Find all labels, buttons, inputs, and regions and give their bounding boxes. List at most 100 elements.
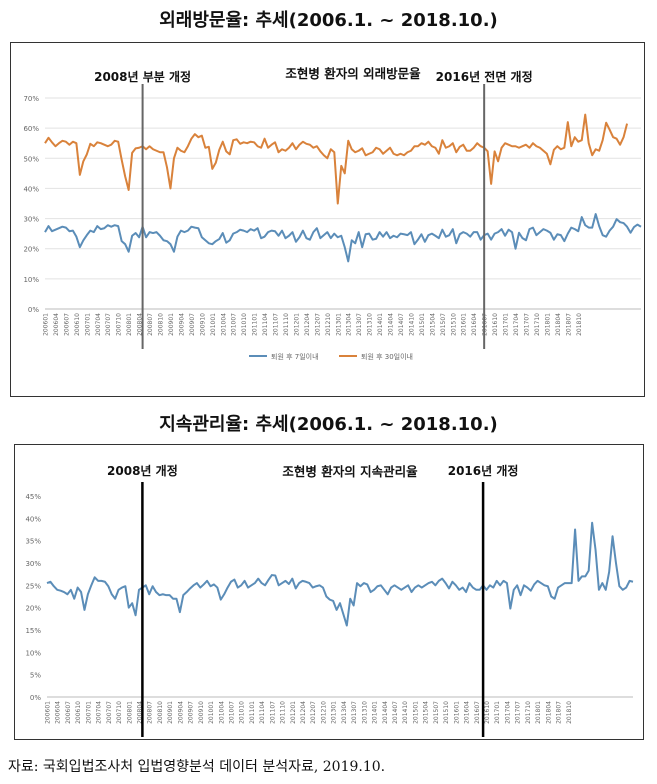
chart1-x-tick-label: 201207 <box>314 313 321 336</box>
chart2-x-tick-label: 201501 <box>412 701 419 724</box>
chart2-x-tick-label: 200604 <box>55 701 62 724</box>
chart1-x-tick-label: 201110 <box>283 313 290 336</box>
chart1-y-tick-label: 40% <box>23 185 39 193</box>
chart2-x-tick-label: 200710 <box>116 701 123 724</box>
chart1-x-tick-label: 201001 <box>210 313 217 336</box>
chart2-x-tick-label: 201701 <box>494 701 501 724</box>
chart2-y-tick-label: 5% <box>30 672 41 680</box>
chart2-heading: 지속관리율: 추세(2006.1. ~ 2018.10.) <box>159 414 498 435</box>
chart1-x-tick-label: 200701 <box>84 313 91 336</box>
chart2-x-tick-label: 201204 <box>300 701 307 724</box>
chart1-annotation-label-0: 2008년 부분 개정 <box>94 69 191 84</box>
chart1-x-tick-label: 201401 <box>377 313 384 336</box>
chart1-frame: 0% 10% 20% 30% 40% 50% 60% 70% 200601 200604 20060… <box>10 42 645 397</box>
chart2-x-tick-label: 201304 <box>341 701 348 724</box>
chart1-x-tick-label: 200604 <box>53 313 60 336</box>
chart2-x-tick-label: 201704 <box>504 701 511 724</box>
chart1-x-tick-label: 200610 <box>74 313 81 336</box>
chart2-annotation-label-0: 2008년 개정 <box>107 463 178 478</box>
chart2-x-tick-label: 201107 <box>269 701 276 724</box>
chart1-x-tick-label: 200910 <box>199 313 206 336</box>
chart1-x-tick-label: 201307 <box>356 313 363 336</box>
chart1-x-tick-label: 201310 <box>367 313 374 336</box>
chart2-y-tick-label: 35% <box>25 538 41 546</box>
chart2-y-tick-label: 0% <box>30 694 41 702</box>
chart1-x-tick-label: 201004 <box>220 313 227 336</box>
chart1-x-tick-label: 201204 <box>304 313 311 336</box>
chart1-y-tick-label: 20% <box>23 246 39 254</box>
chart2-x-tick-label: 201610 <box>484 701 491 724</box>
chart1-annotation-label-1: 2016년 전면 개정 <box>436 69 533 84</box>
chart1-x-tick-label: 201407 <box>398 313 405 336</box>
chart2-x-tick-label: 201101 <box>249 701 256 724</box>
chart1-y-tick-label: 10% <box>23 276 39 284</box>
chart1-x-tick-label: 200607 <box>63 313 70 336</box>
chart2-x-tick-label: 201104 <box>259 701 266 724</box>
chart1-y-tick-label: 0% <box>28 306 39 314</box>
chart2-x-tick-label: 201210 <box>320 701 327 724</box>
chart2-x-tick-label: 200610 <box>75 701 82 724</box>
chart1-x-tick-label: 201710 <box>534 313 541 336</box>
chart1-y-tick-label: 30% <box>23 216 39 224</box>
chart1-x-tick-label: 201804 <box>555 313 562 336</box>
chart2-x-tick-label: 200704 <box>96 701 103 724</box>
chart2-svg: 0% 5% 10% 15% 20% 25% 30% 35% 40% 45% 200601 200604… <box>25 463 634 737</box>
chart2-x-tick-label: 201007 <box>228 701 235 724</box>
chart1-x-tick-label: 201510 <box>450 313 457 336</box>
chart1-title: 조현병 환자의 외래방문율 <box>285 66 421 81</box>
chart1-x-tick-label: 200810 <box>158 313 165 336</box>
chart2-x-tick-label: 200807 <box>147 701 154 724</box>
chart1-x-tick-label: 200707 <box>105 313 112 336</box>
chart1-x-tick-label: 201701 <box>503 313 510 336</box>
chart1-x-tick-label: 200801 <box>126 313 133 336</box>
chart1-x-tick-label: 201201 <box>293 313 300 336</box>
chart2-x-tick-label: 201804 <box>545 701 552 724</box>
chart2-x-tick-label: 201710 <box>525 701 532 724</box>
chart1-x-tick-label: 201501 <box>419 313 426 336</box>
chart2-x-tick-label: 201407 <box>392 701 399 724</box>
chart1-heading: 외래방문율: 추세(2006.1. ~ 2018.10.) <box>159 10 498 31</box>
chart2-x-tick-label: 201001 <box>208 701 215 724</box>
chart1-x-tick-label: 201704 <box>513 313 520 336</box>
chart1-x-tick-label: 200710 <box>116 313 123 336</box>
chart2-y-tick-label: 40% <box>25 515 41 523</box>
chart2-x-tick-label: 201207 <box>310 701 317 724</box>
chart1-x-tick-label: 201601 <box>461 313 468 336</box>
chart1-x-tick-label: 201301 <box>335 313 342 336</box>
chart1-x-tick-label: 201807 <box>565 313 572 336</box>
chart1-x-tick-label: 201504 <box>429 313 436 336</box>
chart2-x-tick-label: 201310 <box>361 701 368 724</box>
chart1-x-tick-label: 201410 <box>408 313 415 336</box>
chart1-x-tick-label: 201810 <box>576 313 583 336</box>
chart1-x-tick-label: 201210 <box>325 313 332 336</box>
chart1-x-tick-label: 201104 <box>262 313 269 336</box>
chart2-x-tick-label: 201707 <box>515 701 522 724</box>
chart1-x-tick-label: 201101 <box>252 313 259 336</box>
chart2-annotation-label-1: 2016년 개정 <box>448 463 519 478</box>
chart1-x-tick-label: 201610 <box>492 313 499 336</box>
chart1-x-tick-label: 201404 <box>388 313 395 336</box>
chart2-series-line-0 <box>46 521 634 627</box>
chart2-x-tick-label: 201507 <box>433 701 440 724</box>
chart2-y-tick-label: 45% <box>25 493 41 501</box>
chart1-y-tick-label: 70% <box>23 95 39 103</box>
chart2-title: 조현병 환자의 지속관리율 <box>282 464 418 479</box>
chart2-x-tick-label: 201301 <box>331 701 338 724</box>
chart2-x-tick-label: 201810 <box>566 701 573 724</box>
chart1-x-tick-label: 201107 <box>273 313 280 336</box>
chart2-x-tick-label: 200804 <box>136 701 143 724</box>
chart2-frame: 0% 5% 10% 15% 20% 25% 30% 35% 40% 45% 200601 200604… <box>14 444 644 740</box>
chart2-x-tick-label: 200801 <box>126 701 133 724</box>
chart2-x-tick-label: 201410 <box>402 701 409 724</box>
chart2-x-tick-label: 201010 <box>239 701 246 724</box>
chart1-x-tick-label: 201507 <box>440 313 447 336</box>
chart2-x-tick-label: 201601 <box>453 701 460 724</box>
chart1-x-tick-label: 201304 <box>346 313 353 336</box>
chart2-y-tick-label: 10% <box>25 649 41 657</box>
chart1-x-tick-label: 200901 <box>168 313 175 336</box>
chart2-x-tick-label: 201604 <box>464 701 471 724</box>
chart1-x-tick-label: 200704 <box>95 313 102 336</box>
chart2-x-tick-label: 201404 <box>382 701 389 724</box>
chart2-x-tick-label: 200810 <box>157 701 164 724</box>
chart1-svg: 0% 10% 20% 30% 40% 50% 60% 70% 200601 200604 20060… <box>23 66 642 361</box>
